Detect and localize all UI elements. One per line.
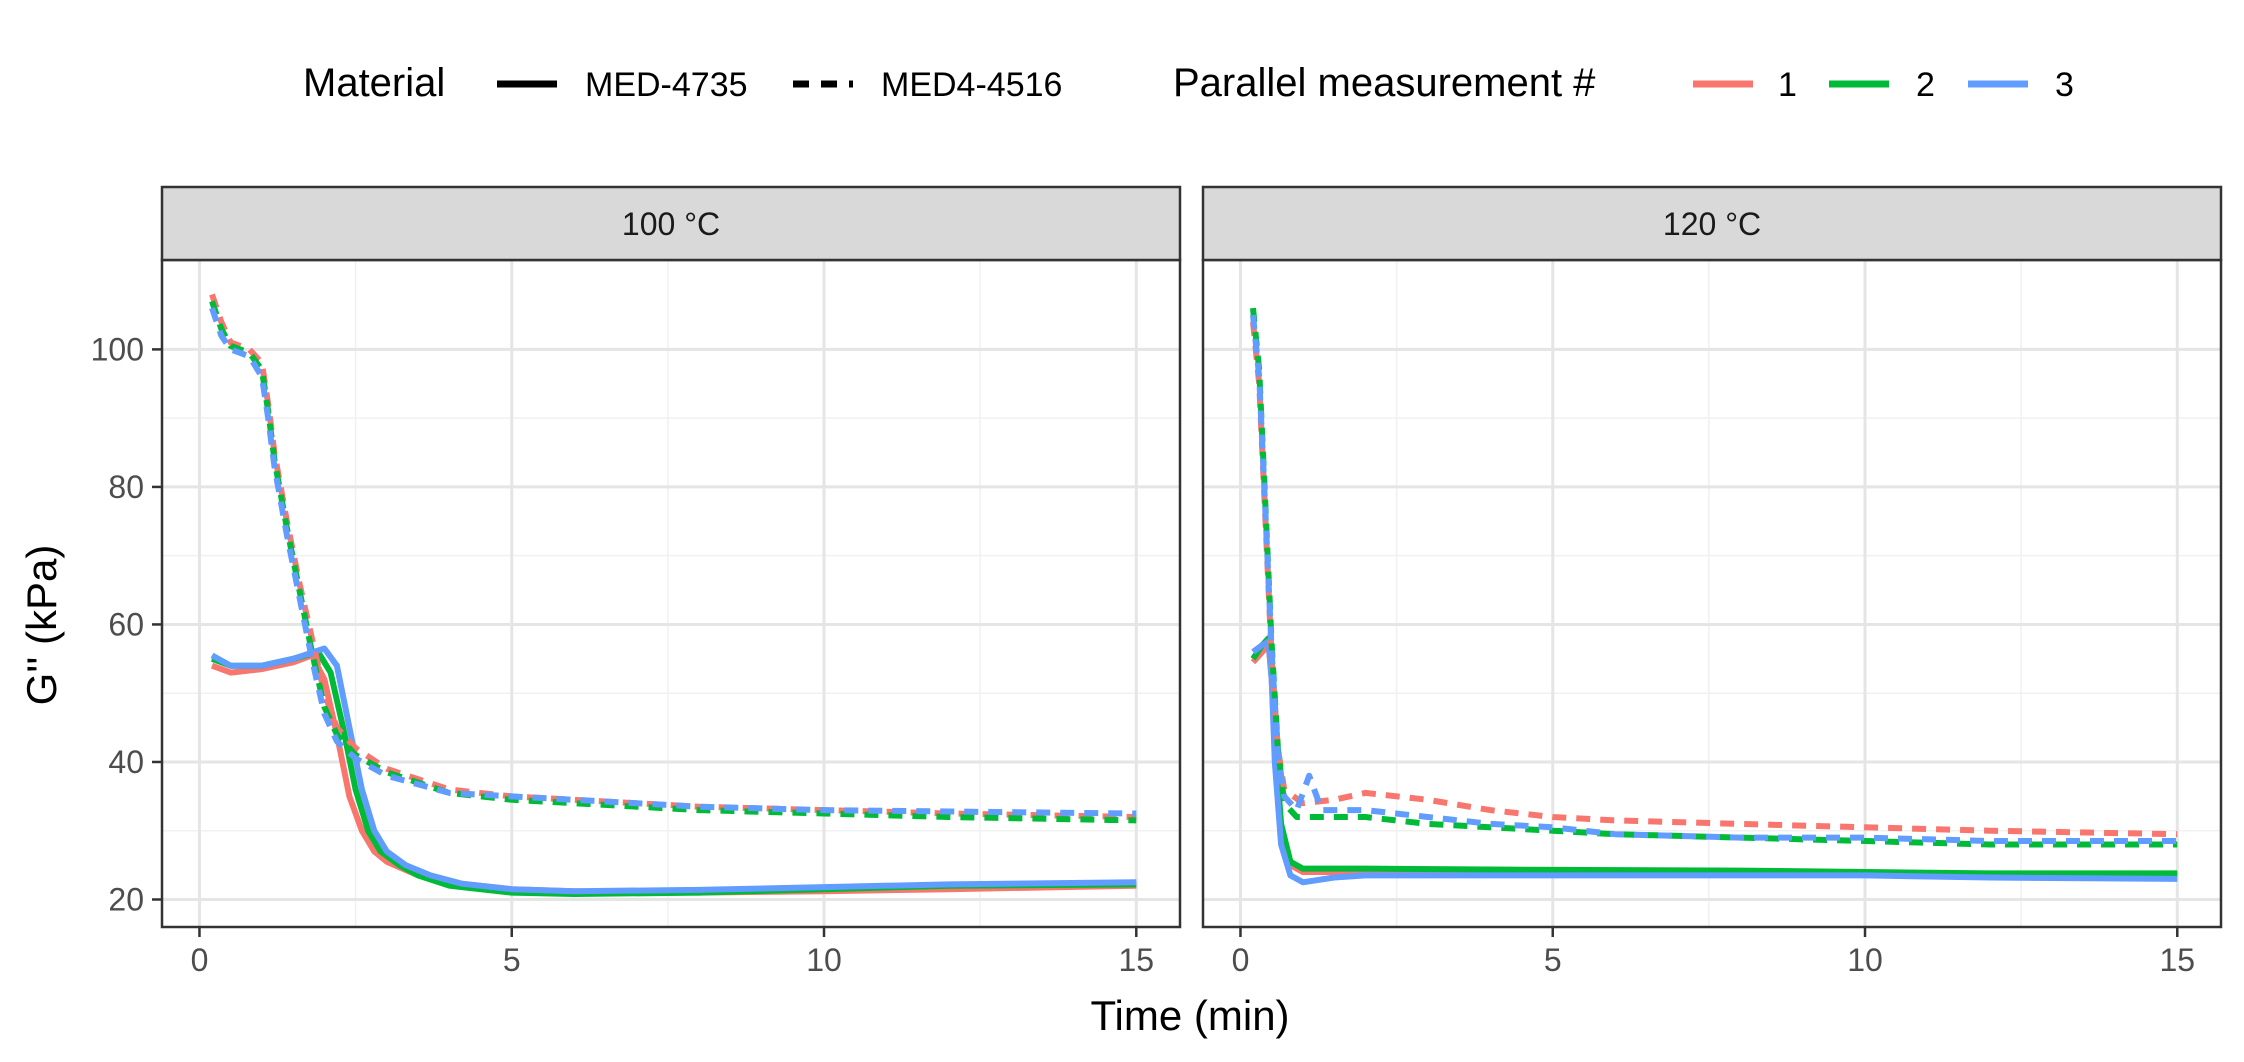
- y-axis-title: G'' (kPa): [18, 545, 65, 706]
- grid: [162, 260, 1180, 927]
- series-lines: [209, 293, 1137, 897]
- legend-label-measurement-3: 3: [2055, 66, 2074, 104]
- x-tick-label: 0: [191, 942, 209, 978]
- x-axis: 0 5 10 15: [1232, 927, 2195, 978]
- x-tick-label: 10: [806, 942, 842, 978]
- series-line-med4-4516-m2: [1250, 307, 2178, 848]
- x-tick-label: 10: [1847, 942, 1883, 978]
- legend-title-material: Material: [303, 61, 445, 105]
- strip-background: [160, 185, 1182, 262]
- y-tick-label: 60: [108, 606, 144, 642]
- x-tick-label: 5: [503, 942, 521, 978]
- legend-label-med4-4516: MED4-4516: [881, 66, 1062, 104]
- panel-100c: 100 °C 0 5 10 15 20 40 60 80 100: [91, 185, 1182, 978]
- series-lines: [1250, 307, 2178, 886]
- panel-background: [1203, 260, 2221, 927]
- legend-label-measurement-2: 2: [1916, 66, 1935, 104]
- series-line-med-4735-m3: [210, 645, 1137, 895]
- legend-title-parallel-measurement: Parallel measurement #: [1173, 61, 1596, 105]
- y-tick-label: 20: [108, 881, 144, 917]
- series-line-med4-4516-m3: [209, 307, 1137, 817]
- legend-label-med-4735: MED-4735: [585, 66, 748, 104]
- x-axis-title: Time (min): [1090, 992, 1289, 1039]
- y-axis: 20 40 60 80 100: [91, 331, 162, 917]
- legend: Material MED-4735 MED4-4516 Parallel mea…: [303, 61, 2074, 105]
- x-tick-label: 0: [1232, 942, 1250, 978]
- panel-120c: 120 °C 0 5 10 15: [1201, 185, 2223, 978]
- series-line-med4-4516-m3: [1250, 314, 2178, 844]
- x-tick-label: 15: [1118, 942, 1154, 978]
- x-tick-label: 15: [2159, 942, 2195, 978]
- y-tick-label: 80: [108, 469, 144, 505]
- x-axis: 0 5 10 15: [191, 927, 1154, 978]
- x-tick-label: 5: [1544, 942, 1562, 978]
- y-tick-label: 40: [108, 744, 144, 780]
- strip-background: [1201, 185, 2223, 262]
- strip-label: 120 °C: [1663, 206, 1761, 242]
- strip-label: 100 °C: [622, 206, 720, 242]
- series-line-med4-4516-m2: [209, 300, 1137, 824]
- y-tick-label: 100: [91, 331, 144, 367]
- panel-background: [162, 260, 1180, 927]
- grid: [1203, 260, 2221, 927]
- legend-label-measurement-1: 1: [1778, 66, 1797, 104]
